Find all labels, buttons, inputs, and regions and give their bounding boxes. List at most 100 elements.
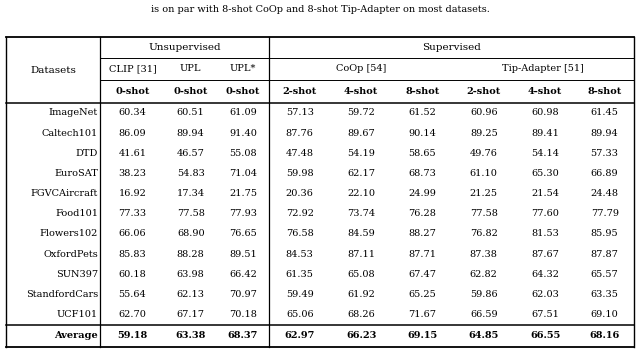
Text: 65.25: 65.25 [408,290,436,299]
Text: 57.33: 57.33 [591,149,619,158]
Text: 0-shot: 0-shot [173,87,208,96]
Text: 84.59: 84.59 [348,230,375,239]
Text: 68.37: 68.37 [228,331,258,340]
Text: Unsupervised: Unsupervised [148,43,221,52]
Text: UPL: UPL [180,64,202,73]
Text: 89.94: 89.94 [591,129,618,137]
Text: Supervised: Supervised [422,43,481,52]
Text: 65.57: 65.57 [591,270,618,279]
Text: 62.82: 62.82 [470,270,498,279]
Text: 0-shot: 0-shot [226,87,260,96]
Text: 16.92: 16.92 [118,189,147,198]
Text: 66.42: 66.42 [229,270,257,279]
Text: 61.10: 61.10 [470,169,498,178]
Text: 61.45: 61.45 [591,108,619,117]
Text: 61.92: 61.92 [347,290,375,299]
Text: 8-shot: 8-shot [405,87,440,96]
Text: 86.09: 86.09 [119,129,147,137]
Text: Flowers102: Flowers102 [40,230,98,239]
Text: 87.71: 87.71 [408,250,436,259]
Text: 76.58: 76.58 [286,230,314,239]
Text: CLIP [31]: CLIP [31] [109,64,156,73]
Text: 60.51: 60.51 [177,108,205,117]
Text: 77.58: 77.58 [470,209,498,218]
Text: ImageNet: ImageNet [49,108,98,117]
Text: 60.18: 60.18 [118,270,147,279]
Text: 70.18: 70.18 [229,310,257,319]
Text: 61.52: 61.52 [408,108,436,117]
Text: 77.58: 77.58 [177,209,205,218]
Text: 89.67: 89.67 [348,129,375,137]
Text: 65.06: 65.06 [286,310,314,319]
Text: 84.53: 84.53 [286,250,314,259]
Text: 62.03: 62.03 [531,290,559,299]
Text: 89.41: 89.41 [531,129,559,137]
Text: 60.96: 60.96 [470,108,497,117]
Text: 57.13: 57.13 [286,108,314,117]
Text: 59.18: 59.18 [117,331,148,340]
Text: 69.15: 69.15 [407,331,438,340]
Text: 54.83: 54.83 [177,169,205,178]
Text: DTD: DTD [76,149,98,158]
Text: CoOp [54]: CoOp [54] [336,64,387,73]
Text: 71.67: 71.67 [408,310,436,319]
Text: 59.86: 59.86 [470,290,497,299]
Text: 76.28: 76.28 [408,209,436,218]
Text: 64.32: 64.32 [531,270,559,279]
Text: 88.28: 88.28 [177,250,205,259]
Text: 21.54: 21.54 [531,189,559,198]
Text: Average: Average [54,331,98,340]
Text: 63.38: 63.38 [175,331,206,340]
Text: FGVCAircraft: FGVCAircraft [31,189,98,198]
Text: 67.17: 67.17 [177,310,205,319]
Text: 85.83: 85.83 [118,250,147,259]
Text: 4-shot: 4-shot [528,87,562,96]
Text: 2-shot: 2-shot [467,87,501,96]
Text: 87.76: 87.76 [286,129,314,137]
Text: SUN397: SUN397 [56,270,98,279]
Text: Caltech101: Caltech101 [42,129,98,137]
Text: 77.60: 77.60 [531,209,559,218]
Text: 55.64: 55.64 [118,290,147,299]
Text: UPL*: UPL* [230,64,256,73]
Text: 68.73: 68.73 [408,169,436,178]
Text: 66.89: 66.89 [591,169,618,178]
Text: 62.17: 62.17 [347,169,375,178]
Text: 22.10: 22.10 [347,189,375,198]
Text: 60.98: 60.98 [531,108,559,117]
Text: 20.36: 20.36 [286,189,314,198]
Text: Datasets: Datasets [31,66,76,74]
Text: 91.40: 91.40 [229,129,257,137]
Text: 0-shot: 0-shot [115,87,150,96]
Text: 89.25: 89.25 [470,129,498,137]
Text: 65.08: 65.08 [348,270,375,279]
Text: 58.65: 58.65 [408,149,436,158]
Text: 66.59: 66.59 [470,310,497,319]
Text: 85.95: 85.95 [591,230,618,239]
Text: 71.04: 71.04 [229,169,257,178]
Text: 2-shot: 2-shot [283,87,317,96]
Text: 65.30: 65.30 [531,169,559,178]
Text: StandfordCars: StandfordCars [26,290,98,299]
Text: 21.25: 21.25 [470,189,498,198]
Text: 77.93: 77.93 [229,209,257,218]
Text: 49.76: 49.76 [470,149,498,158]
Text: 54.14: 54.14 [531,149,559,158]
Text: Tip-Adapter [51]: Tip-Adapter [51] [502,64,584,73]
Text: 87.11: 87.11 [347,250,375,259]
Text: 62.97: 62.97 [285,331,315,340]
Text: 59.49: 59.49 [286,290,314,299]
Text: 63.98: 63.98 [177,270,205,279]
Text: 67.51: 67.51 [531,310,559,319]
Text: 64.85: 64.85 [468,331,499,340]
Text: 8-shot: 8-shot [588,87,622,96]
Text: 21.75: 21.75 [229,189,257,198]
Text: 41.61: 41.61 [118,149,147,158]
Text: 59.98: 59.98 [286,169,314,178]
Text: 63.35: 63.35 [591,290,619,299]
Text: 60.34: 60.34 [118,108,147,117]
Text: 62.13: 62.13 [177,290,205,299]
Text: 69.10: 69.10 [591,310,618,319]
Text: 24.48: 24.48 [591,189,619,198]
Text: UCF101: UCF101 [57,310,98,319]
